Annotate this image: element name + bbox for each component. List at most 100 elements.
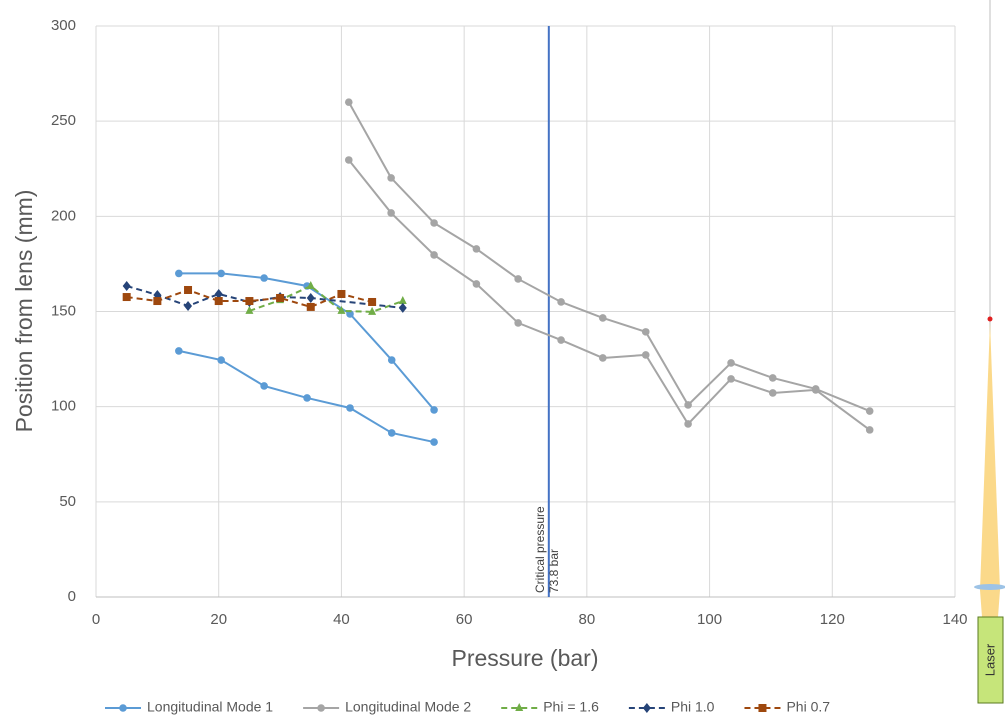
marker [811, 386, 820, 394]
beam-base [980, 590, 1000, 617]
marker [768, 389, 777, 397]
x-tick-label: 100 [697, 611, 722, 628]
y-tick-label: 100 [51, 398, 76, 415]
marker [306, 302, 315, 311]
y-tick-label: 250 [51, 112, 76, 129]
x-tick-label: 0 [92, 611, 100, 628]
marker [368, 306, 377, 315]
marker [184, 285, 193, 294]
annotation: Critical pressure [533, 506, 547, 593]
marker [557, 298, 565, 306]
legend-marker [642, 703, 651, 713]
marker [472, 280, 481, 288]
marker [430, 438, 438, 446]
x-axis-title: Pressure (bar) [452, 645, 599, 671]
legend-item: Phi 1.0 [628, 699, 715, 715]
marker [865, 426, 874, 434]
series-line [347, 101, 871, 431]
marker [430, 406, 438, 414]
marker [306, 292, 315, 303]
marker [599, 354, 607, 362]
x-tick-label: 140 [942, 611, 967, 628]
marker [865, 407, 874, 415]
legend-marker [317, 704, 325, 712]
marker [214, 288, 223, 299]
legend-marker [515, 703, 524, 711]
marker [217, 356, 225, 364]
marker [344, 98, 353, 106]
marker [387, 429, 396, 437]
marker [368, 297, 377, 306]
marker [387, 174, 395, 182]
focus-dot [987, 316, 993, 322]
marker [727, 375, 735, 383]
y-tick-label: 150 [51, 302, 76, 319]
legend-marker [758, 704, 767, 712]
annotation: 73.8 bar [547, 549, 561, 593]
legend-label: Phi 0.7 [786, 699, 830, 715]
marker [303, 394, 311, 402]
marker [727, 359, 735, 367]
marker [122, 280, 131, 291]
legend-label: Longitudinal Mode 2 [345, 699, 471, 715]
marker [398, 302, 407, 313]
marker [214, 297, 223, 306]
marker [684, 401, 692, 409]
marker [153, 297, 162, 306]
marker [245, 305, 254, 314]
marker [430, 251, 438, 259]
marker [337, 305, 346, 314]
x-tick-label: 80 [579, 611, 596, 628]
marker [641, 351, 650, 359]
legend-label: Phi 1.0 [671, 699, 715, 715]
legend-item: Phi 0.7 [744, 699, 830, 715]
series-line [126, 288, 373, 308]
beam-cone [980, 322, 1000, 590]
laser-label: Laser [982, 643, 997, 676]
laser-diagram: Laser [974, 0, 1005, 704]
laser-box [977, 616, 1004, 704]
marker [184, 300, 193, 311]
marker [306, 280, 315, 289]
lens [974, 584, 1005, 590]
marker [768, 374, 777, 382]
x-tick-label: 60 [456, 611, 473, 628]
marker [122, 293, 131, 302]
marker [344, 156, 353, 164]
marker [430, 219, 438, 227]
x-tick-label: 120 [820, 611, 845, 628]
marker [175, 269, 183, 278]
y-tick-label: 0 [68, 588, 76, 605]
marker [514, 319, 522, 327]
legend-item: Longitudinal Mode 1 [105, 699, 273, 715]
legend-label: Longitudinal Mode 1 [147, 699, 273, 715]
series-line [126, 285, 403, 309]
x-tick-label: 20 [210, 611, 227, 628]
legend-marker [119, 704, 127, 712]
marker [641, 328, 650, 336]
marker [260, 382, 268, 390]
marker [387, 356, 396, 364]
marker [398, 296, 407, 305]
marker [599, 314, 607, 322]
y-tick-label: 50 [59, 493, 76, 510]
marker [387, 209, 395, 217]
marker [346, 404, 354, 412]
marker [260, 274, 268, 282]
y-axis-title: Position from lens (mm) [11, 190, 37, 433]
series-line [249, 284, 404, 313]
marker [557, 336, 565, 344]
y-tick-label: 200 [51, 207, 76, 224]
marker [217, 269, 225, 278]
y-tick-label: 300 [51, 17, 76, 34]
marker [684, 420, 692, 428]
legend-item: Phi = 1.6 [501, 699, 599, 715]
marker [276, 293, 285, 302]
marker [472, 245, 481, 253]
marker [514, 275, 522, 283]
legend-item: Longitudinal Mode 2 [303, 699, 471, 715]
x-tick-label: 40 [333, 611, 350, 628]
marker [337, 289, 346, 298]
marker [245, 297, 254, 306]
